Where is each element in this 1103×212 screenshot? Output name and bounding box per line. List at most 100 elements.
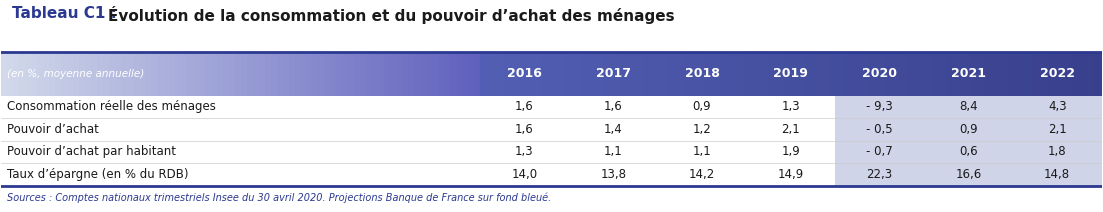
Bar [169,52,175,96]
Text: - 0,5: - 0,5 [866,123,893,136]
Bar [378,52,384,96]
Bar [760,52,768,96]
Bar [511,52,518,96]
Text: 0,9: 0,9 [960,123,977,136]
Bar [526,52,534,96]
Bar [205,52,211,96]
Bar [1,52,8,96]
Bar [908,52,915,96]
Bar [737,52,745,96]
Text: 2018: 2018 [685,67,719,80]
Bar [939,52,946,96]
Bar [277,52,282,96]
Text: 22,3: 22,3 [867,168,892,181]
Bar [658,52,666,96]
Bar [336,52,342,96]
Bar [8,52,13,96]
Bar [103,52,109,96]
Bar [426,52,432,96]
Bar [480,52,488,96]
Text: Taux d’épargne (en % du RDB): Taux d’épargne (en % du RDB) [7,168,189,181]
Text: 14,2: 14,2 [689,168,715,181]
Bar [806,52,814,96]
Bar [253,52,258,96]
Bar [745,52,752,96]
Text: 1,9: 1,9 [781,145,800,158]
Text: (en %, moyenne annuelle): (en %, moyenne annuelle) [7,68,144,79]
Bar [931,52,939,96]
Bar [92,52,97,96]
Bar [438,52,445,96]
Bar [783,52,791,96]
Text: 2,1: 2,1 [781,123,800,136]
Bar [50,52,55,96]
Bar [20,52,25,96]
Bar [604,52,612,96]
Bar [61,52,67,96]
Bar [558,52,566,96]
Bar [43,52,50,96]
Bar [270,52,277,96]
Bar [181,52,186,96]
Bar [361,52,366,96]
Bar [1094,52,1102,96]
Bar [1071,52,1079,96]
Bar [566,52,574,96]
Bar [635,52,643,96]
Bar [876,52,884,96]
Text: 14,9: 14,9 [778,168,804,181]
Bar [884,52,892,96]
Bar [115,52,121,96]
Bar [729,52,737,96]
Bar [977,52,985,96]
Bar [768,52,775,96]
Bar [1000,52,1008,96]
Bar [139,52,144,96]
Bar [697,52,705,96]
Bar [643,52,651,96]
Bar [689,52,697,96]
Bar [837,52,845,96]
Bar [462,52,468,96]
Bar [432,52,438,96]
Bar [235,52,240,96]
Bar [666,52,674,96]
Bar [193,52,199,96]
Text: - 0,7: - 0,7 [866,145,893,158]
Bar [408,52,415,96]
Bar [620,52,628,96]
Bar [682,52,689,96]
Text: 13,8: 13,8 [600,168,627,181]
Bar [892,52,900,96]
Bar [1016,52,1024,96]
Bar [814,52,822,96]
Bar [845,52,853,96]
Bar [1008,52,1016,96]
Bar [705,52,714,96]
Text: 2017: 2017 [596,67,631,80]
Bar [127,52,133,96]
Text: 1,1: 1,1 [603,145,622,158]
Bar [228,52,235,96]
Bar [835,96,1102,186]
Bar [488,52,495,96]
Bar [396,52,403,96]
Bar [550,52,558,96]
Bar [144,52,151,96]
Bar [121,52,127,96]
Text: 0,9: 0,9 [693,100,711,113]
Bar [993,52,1000,96]
Bar [1079,52,1086,96]
Text: 1,4: 1,4 [603,123,622,136]
Bar [324,52,331,96]
Bar [300,52,307,96]
Bar [456,52,462,96]
Bar [390,52,396,96]
Bar [73,52,79,96]
Bar [25,52,31,96]
Text: Évolution de la consommation et du pouvoir d’achat des ménages: Évolution de la consommation et du pouvo… [108,6,675,24]
Text: 1,1: 1,1 [693,145,711,158]
Bar [445,52,450,96]
Bar [31,52,38,96]
Text: 8,4: 8,4 [960,100,977,113]
